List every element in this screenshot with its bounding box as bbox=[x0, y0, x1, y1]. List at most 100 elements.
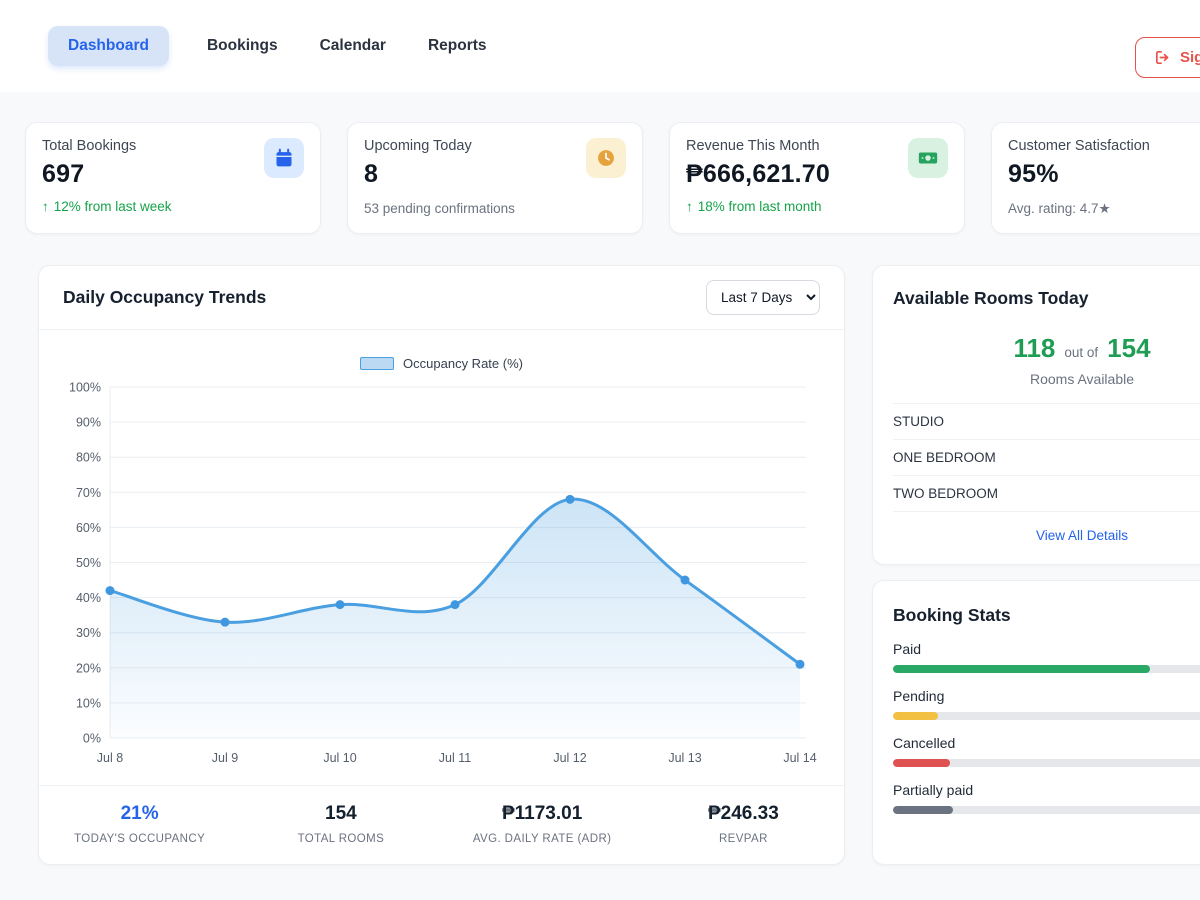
top-nav: Dashboard Bookings Calendar Reports Sign… bbox=[0, 0, 1200, 92]
legend-swatch bbox=[360, 357, 394, 370]
logout-icon bbox=[1154, 49, 1171, 66]
room-type-two-bedroom: TWO BEDROOM bbox=[893, 475, 1200, 512]
revpar-label: REVPAR bbox=[643, 833, 844, 845]
stat-delta-text: 18% from last month bbox=[698, 199, 822, 214]
progress-track bbox=[893, 759, 1200, 767]
tab-bookings[interactable]: Bookings bbox=[203, 26, 282, 66]
booking-stat-pending: Pending bbox=[893, 688, 1200, 720]
rooms-summary: 118 out of 154 bbox=[893, 333, 1200, 364]
stat-card-satisfaction: Customer Satisfaction 95% Avg. rating: 4… bbox=[991, 122, 1200, 234]
footer-stat-revpar: ₱246.33 REVPAR bbox=[643, 803, 844, 845]
chart-legend: Occupancy Rate (%) bbox=[39, 356, 844, 371]
booking-stats-card: Booking Stats Paid Pending Cancelled Par… bbox=[872, 580, 1200, 865]
stat-card-upcoming-today: Upcoming Today 8 53 pending confirmation… bbox=[347, 122, 643, 234]
svg-text:70%: 70% bbox=[76, 486, 101, 500]
stat-note: Avg. rating: 4.7★ bbox=[1008, 201, 1200, 217]
progress-fill bbox=[893, 806, 953, 814]
rooms-available-subtitle: Rooms Available bbox=[893, 371, 1200, 387]
svg-text:40%: 40% bbox=[76, 591, 101, 605]
svg-text:10%: 10% bbox=[76, 696, 101, 710]
svg-text:20%: 20% bbox=[76, 661, 101, 675]
clock-icon bbox=[586, 138, 626, 178]
tab-dashboard[interactable]: Dashboard bbox=[48, 26, 169, 66]
footer-stat-adr: ₱1173.01 AVG. DAILY RATE (ADR) bbox=[442, 803, 643, 845]
trend-up-icon: ↑ bbox=[686, 199, 693, 214]
booking-stat-label: Partially paid bbox=[893, 782, 1200, 798]
svg-text:Jul 8: Jul 8 bbox=[97, 751, 123, 765]
stat-note: 53 pending confirmations bbox=[364, 201, 626, 216]
adr-label: AVG. DAILY RATE (ADR) bbox=[442, 833, 643, 845]
room-type-list: STUDIO ONE BEDROOM TWO BEDROOM bbox=[893, 403, 1200, 512]
stat-value: 95% bbox=[1008, 160, 1150, 189]
svg-text:0%: 0% bbox=[83, 732, 101, 746]
progress-track bbox=[893, 712, 1200, 720]
occupancy-title: Daily Occupancy Trends bbox=[63, 287, 266, 308]
occupancy-chart: 0% 10% 20% 30% 40% 50% 60% 70% 80% 90% 100% Jul 8 Ju… bbox=[62, 379, 821, 771]
stat-label: Revenue This Month bbox=[686, 138, 830, 154]
svg-text:100%: 100% bbox=[69, 381, 101, 395]
occupancy-footer: 21% TODAY'S OCCUPANCY 154 TOTAL ROOMS ₱1… bbox=[39, 785, 844, 864]
booking-stat-label: Paid bbox=[893, 641, 1200, 657]
todays-occupancy-value: 21% bbox=[39, 803, 240, 825]
svg-text:60%: 60% bbox=[76, 521, 101, 535]
progress-track bbox=[893, 806, 1200, 814]
stat-card-total-bookings: Total Bookings 697 ↑ 12% from last week bbox=[25, 122, 321, 234]
view-all-details-link[interactable]: View All Details bbox=[893, 528, 1200, 543]
sign-out-button[interactable]: Sign out bbox=[1135, 37, 1200, 78]
stat-card-revenue: Revenue This Month ₱666,621.70 ↑ 18% fro… bbox=[669, 122, 965, 234]
trend-up-icon: ↑ bbox=[42, 199, 49, 214]
progress-fill bbox=[893, 712, 938, 720]
room-type-studio: STUDIO bbox=[893, 403, 1200, 439]
occupancy-card-header: Daily Occupancy Trends Last 7 Days bbox=[39, 266, 844, 330]
available-rooms-title: Available Rooms Today bbox=[893, 288, 1200, 309]
stat-value: 697 bbox=[42, 160, 136, 189]
svg-text:Jul 9: Jul 9 bbox=[212, 751, 238, 765]
booking-stat-paid: Paid bbox=[893, 641, 1200, 673]
stat-value: 8 bbox=[364, 160, 472, 189]
rooms-of-label: out of bbox=[1064, 345, 1098, 360]
booking-stats-title: Booking Stats bbox=[893, 605, 1200, 626]
tab-calendar[interactable]: Calendar bbox=[316, 26, 390, 66]
stat-label: Upcoming Today bbox=[364, 138, 472, 154]
progress-fill bbox=[893, 759, 950, 767]
legend-label: Occupancy Rate (%) bbox=[403, 356, 523, 371]
svg-text:Jul 13: Jul 13 bbox=[668, 751, 701, 765]
svg-text:80%: 80% bbox=[76, 451, 101, 465]
available-rooms-card: Available Rooms Today 118 out of 154 Roo… bbox=[872, 265, 1200, 565]
tab-reports[interactable]: Reports bbox=[424, 26, 491, 66]
adr-value: ₱1173.01 bbox=[442, 803, 643, 825]
booking-stat-label: Cancelled bbox=[893, 735, 1200, 751]
banknote-icon bbox=[908, 138, 948, 178]
occupancy-trends-card: Daily Occupancy Trends Last 7 Days Occup… bbox=[38, 265, 845, 865]
progress-track bbox=[893, 665, 1200, 673]
room-type-one-bedroom: ONE BEDROOM bbox=[893, 439, 1200, 475]
nav-tabs: Dashboard Bookings Calendar Reports bbox=[48, 26, 491, 66]
rooms-total-count: 154 bbox=[1107, 333, 1150, 364]
stat-delta: ↑ 18% from last month bbox=[686, 199, 948, 214]
total-rooms-label: TOTAL ROOMS bbox=[240, 833, 441, 845]
svg-text:50%: 50% bbox=[76, 556, 101, 570]
progress-fill bbox=[893, 665, 1150, 673]
svg-text:90%: 90% bbox=[76, 416, 101, 430]
booking-stat-partially-paid: Partially paid bbox=[893, 782, 1200, 814]
svg-text:Jul 11: Jul 11 bbox=[439, 751, 471, 765]
stat-label: Total Bookings bbox=[42, 138, 136, 154]
stat-delta: ↑ 12% from last week bbox=[42, 199, 304, 214]
svg-text:30%: 30% bbox=[76, 626, 101, 640]
date-range-select[interactable]: Last 7 Days bbox=[706, 280, 820, 315]
footer-stat-total-rooms: 154 TOTAL ROOMS bbox=[240, 803, 441, 845]
stat-value: ₱666,621.70 bbox=[686, 160, 830, 189]
booking-stat-label: Pending bbox=[893, 688, 1200, 704]
rooms-available-count: 118 bbox=[1013, 333, 1055, 364]
todays-occupancy-label: TODAY'S OCCUPANCY bbox=[39, 833, 240, 845]
booking-stat-cancelled: Cancelled bbox=[893, 735, 1200, 767]
stat-delta-text: 12% from last week bbox=[54, 199, 172, 214]
stat-label: Customer Satisfaction bbox=[1008, 138, 1150, 154]
total-rooms-value: 154 bbox=[240, 803, 441, 825]
sign-out-label: Sign out bbox=[1180, 49, 1200, 66]
svg-text:Jul 10: Jul 10 bbox=[323, 751, 356, 765]
svg-text:Jul 14: Jul 14 bbox=[783, 751, 816, 765]
footer-stat-todays-occupancy: 21% TODAY'S OCCUPANCY bbox=[39, 803, 240, 845]
revpar-value: ₱246.33 bbox=[643, 803, 844, 825]
calendar-icon bbox=[264, 138, 304, 178]
